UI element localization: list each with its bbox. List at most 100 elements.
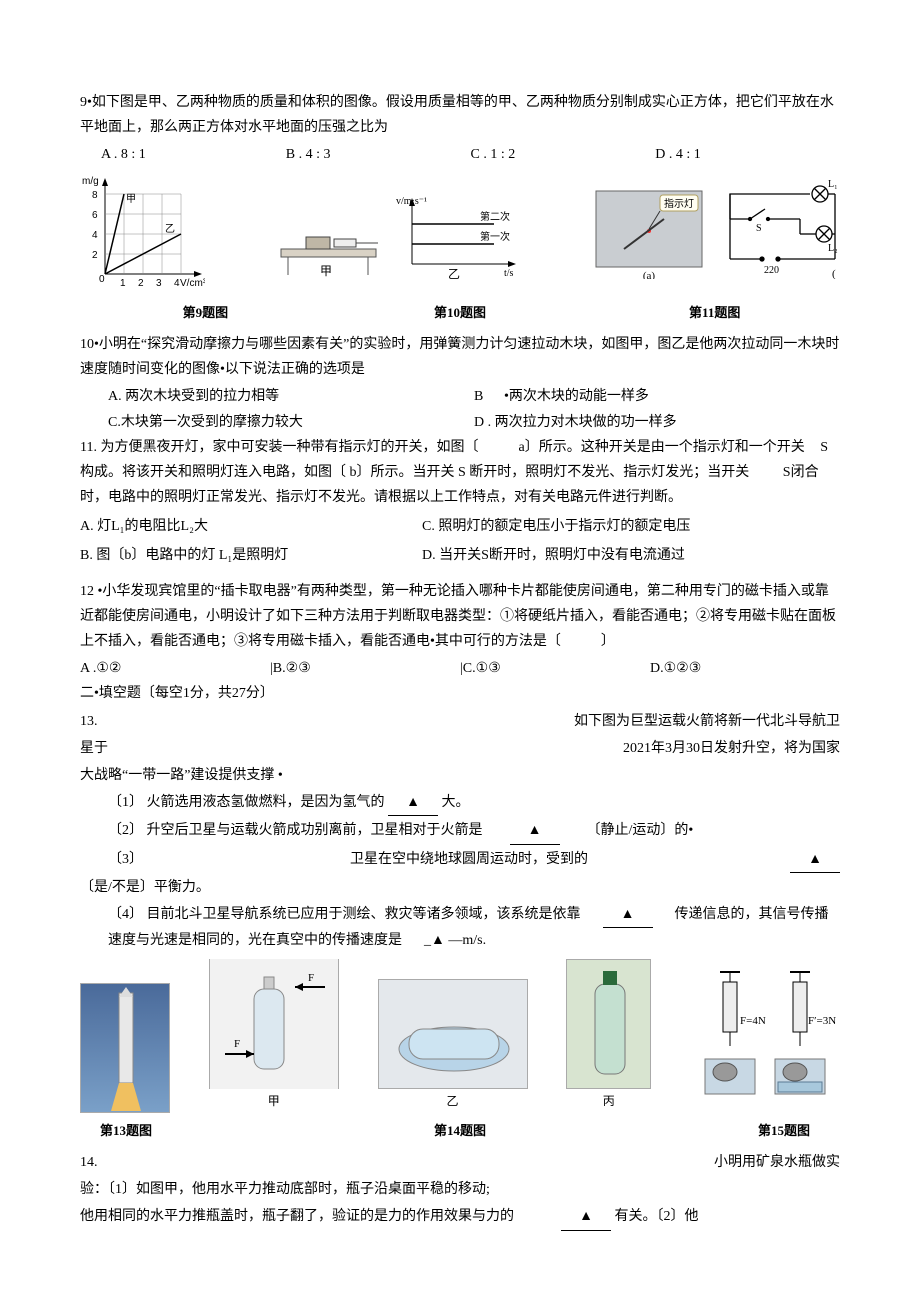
svg-text:2: 2	[92, 250, 98, 261]
q14-line1: 14. 小明用矿泉水瓶做实	[80, 1150, 840, 1175]
q13-line2: 星于 2021年3月30日发射升空，将为国家	[80, 736, 840, 761]
photo-bottle-yi: 乙	[378, 979, 528, 1113]
q12-opt-a: A .①②	[80, 656, 270, 681]
cap-q11: 第11题图	[689, 301, 740, 324]
svg-text:F: F	[308, 972, 314, 984]
q10-opt-b-prefix: B	[474, 384, 504, 409]
blank-2: ▲	[510, 818, 560, 844]
q9-opt-a: A . 8 : 1	[101, 142, 286, 167]
photo-row: F F 甲 乙 丙 F=4N	[80, 959, 840, 1113]
q11-figure: 指示灯 (a)	[594, 179, 840, 288]
q13-r1: 如下图为巨型运载火箭将新一代北斗导航卫	[574, 709, 840, 734]
q9-line-jia-label: 甲	[126, 194, 136, 205]
q11-row-bd: B. 图〔b〕电路中的灯 L₁是照明灯 D. 当开关S断开时，照明灯中没有电流通…	[80, 543, 840, 568]
q11-panel-b: L₁ L₂ S 220 (	[710, 179, 840, 288]
svg-text:0: 0	[99, 274, 105, 285]
q10-line2-label: 第二次	[480, 210, 510, 223]
q13-p1: 〔1〕 火箭选用液态氢做燃料，是因为氢气的 ▲ 大。	[80, 790, 840, 816]
q12-opt-b: |B.②③	[270, 656, 460, 681]
blank-3: ▲	[790, 847, 840, 873]
q11-V-label: 220	[764, 265, 779, 276]
spring-Fp-label: F′=3N	[808, 1015, 836, 1027]
svg-text:8: 8	[92, 190, 98, 201]
q10-opt-a: A. 两次木块受到的拉力相等	[108, 384, 474, 409]
q11-opt-c: C. 照明灯的额定电压小于指示灯的额定电压	[422, 514, 840, 539]
q10-opt-c: C.木块第一次受到的摩擦力较大	[108, 410, 474, 435]
q10-device-label: 甲	[319, 264, 331, 278]
q10-stem: 10•小明在“探究滑动摩擦力与哪些因素有关”的实验时，用弹簧测力计匀速拉动木块，…	[80, 332, 840, 382]
q11-row-ac: A. 灯L₁的电阻比L₂大 C. 照明灯的额定电压小于指示灯的额定电压	[80, 514, 840, 539]
q10-figure: 甲 v/m·s⁻¹ t/s 第二次 第一次	[276, 194, 524, 288]
q11-opt-b: B. 图〔b〕电路中的灯 L₁是照明灯	[80, 543, 422, 568]
q10-ylabel: v/m·s⁻¹	[396, 196, 427, 207]
q11-opt-a: A. 灯L₁的电阻比L₂大	[80, 514, 422, 539]
q13-line1: 13. 如下图为巨型运载火箭将新一代北斗导航卫	[80, 709, 840, 734]
q9-line-yi-label: 乙	[165, 223, 175, 235]
svg-text:3: 3	[156, 278, 162, 289]
figure-row-9-10-11: m/g 0 1234 2468 甲 乙 V/cm³	[80, 174, 840, 289]
q11-L2-label: L₂	[828, 243, 838, 254]
q10-graph-label: 乙	[447, 267, 459, 279]
q12-opt-c: |C.①③	[460, 656, 650, 681]
q10-device: 甲	[276, 209, 386, 288]
fig-caption-row-1: 第9题图 第10题图 第11题图	[80, 295, 840, 324]
q9-xlabel: V/cm³	[180, 278, 205, 289]
q10-xlabel: t/s	[504, 268, 514, 279]
q10-graph: v/m·s⁻¹ t/s 第二次 第一次 乙	[394, 194, 524, 288]
q14-line3: 他用相同的水平力推瓶盖时，瓶子翻了，验证的是力的作用效果与力的 ▲ 有关。〔2〕…	[80, 1204, 840, 1230]
fig-caption-row-2: 第13题图 第14题图 第15题图	[80, 1119, 840, 1144]
svg-text:2: 2	[138, 278, 144, 289]
q12-options: A .①② |B.②③ |C.①③ D.①②③	[80, 656, 840, 681]
q9-ylabel: m/g	[82, 176, 99, 187]
cap-q13: 第13题图	[100, 1123, 152, 1138]
q12-opt-d: D.①②③	[650, 656, 840, 681]
svg-text:4: 4	[92, 230, 98, 241]
q10-row-ab: A. 两次木块受到的拉力相等 B•两次木块的动能一样多	[80, 384, 840, 409]
q11-panel-a: 指示灯 (a)	[594, 189, 704, 288]
photo-spring: F=4N F′=3N	[690, 964, 840, 1113]
q9-figure: m/g 0 1234 2468 甲 乙 V/cm³	[80, 174, 205, 289]
blank-1: ▲	[388, 790, 438, 816]
svg-text:6: 6	[92, 210, 98, 221]
cap-q14: 第14题图	[434, 1123, 486, 1138]
q13-p4: 〔是/不是〕平衡力。	[80, 875, 840, 900]
section2-title: 二•填空题〔每空1分，共27分〕	[80, 681, 840, 706]
spring-F-label: F=4N	[740, 1015, 766, 1027]
cap-q9: 第9题图	[183, 301, 229, 324]
q11-stem: 11. 为方便黑夜开灯，家中可安装一种带有指示灯的开关，如图〔a〕所示。这种开关…	[80, 435, 840, 511]
svg-text:F: F	[234, 1038, 240, 1050]
q11-opt-d: D. 当开关S断开时，照明灯中没有电流通过	[422, 543, 840, 568]
q13-num: 13.	[80, 714, 98, 729]
q11-indicator-label: 指示灯	[664, 197, 694, 210]
q13-p5: 〔4〕 目前北斗卫星导航系统已应用于测绘、救灾等诸多领域，该系统是依靠 ▲ 传递…	[80, 902, 840, 953]
q14-line2: 验：〔1〕如图甲，他用水平力推动底部时，瓶子沿桌面平稳的移动;	[80, 1177, 840, 1202]
q11-L1-label: L₁	[828, 179, 838, 190]
photo-jia-label: 甲	[209, 1091, 339, 1113]
q13-p2: 〔2〕 升空后卫星与运载火箭成功别离前，卫星相对于火箭是 ▲ 〔静止/运动〕的•	[80, 818, 840, 844]
q10-opt-b: •两次木块的动能一样多	[504, 389, 649, 404]
q9-chart-svg: m/g 0 1234 2468 甲 乙 V/cm³	[80, 174, 205, 289]
photo-rocket	[80, 983, 170, 1113]
q9-opt-c: C . 1 : 2	[471, 142, 656, 167]
q9-options: A . 8 : 1 B . 4 : 3 C . 1 : 2 D . 4 : 1	[80, 142, 840, 167]
blank-4: ▲	[603, 902, 653, 928]
q11-panel-b-label: (	[832, 268, 836, 279]
q13-line3: 大战略“一带一路”建设提供支撑 •	[80, 763, 840, 788]
q12-stem: 12 •小华发现宾馆里的“插卡取电器”有两种类型，第一种无论插入哪种卡片都能使房…	[80, 579, 840, 655]
photo-bottle-jia: F F 甲	[209, 959, 339, 1113]
cap-q15: 第15题图	[758, 1123, 810, 1138]
blank-6: ▲	[561, 1204, 611, 1230]
blank-5: ▲	[431, 933, 445, 948]
q10-line1-label: 第一次	[480, 230, 510, 243]
q10-row-cd: C.木块第一次受到的摩擦力较大 D . 两次拉力对木块做的功一样多	[80, 410, 840, 435]
q9-opt-b: B . 4 : 3	[286, 142, 471, 167]
svg-text:1: 1	[120, 278, 126, 289]
q14-num: 14.	[80, 1155, 98, 1170]
q13-p3: 〔3〕 卫星在空中绕地球圆周运动时，受到的 ▲	[80, 847, 840, 873]
photo-bottle-bing: 丙	[566, 959, 651, 1113]
q11-S-label: S	[756, 223, 762, 234]
photo-yi-label: 乙	[378, 1091, 528, 1113]
q9-stem: 9•如下图是甲、乙两种物质的质量和体积的图像。假设用质量相等的甲、乙两种物质分别…	[80, 90, 840, 140]
q9-opt-d: D . 4 : 1	[655, 142, 840, 167]
q11-panel-a-label: (a)	[643, 270, 656, 279]
